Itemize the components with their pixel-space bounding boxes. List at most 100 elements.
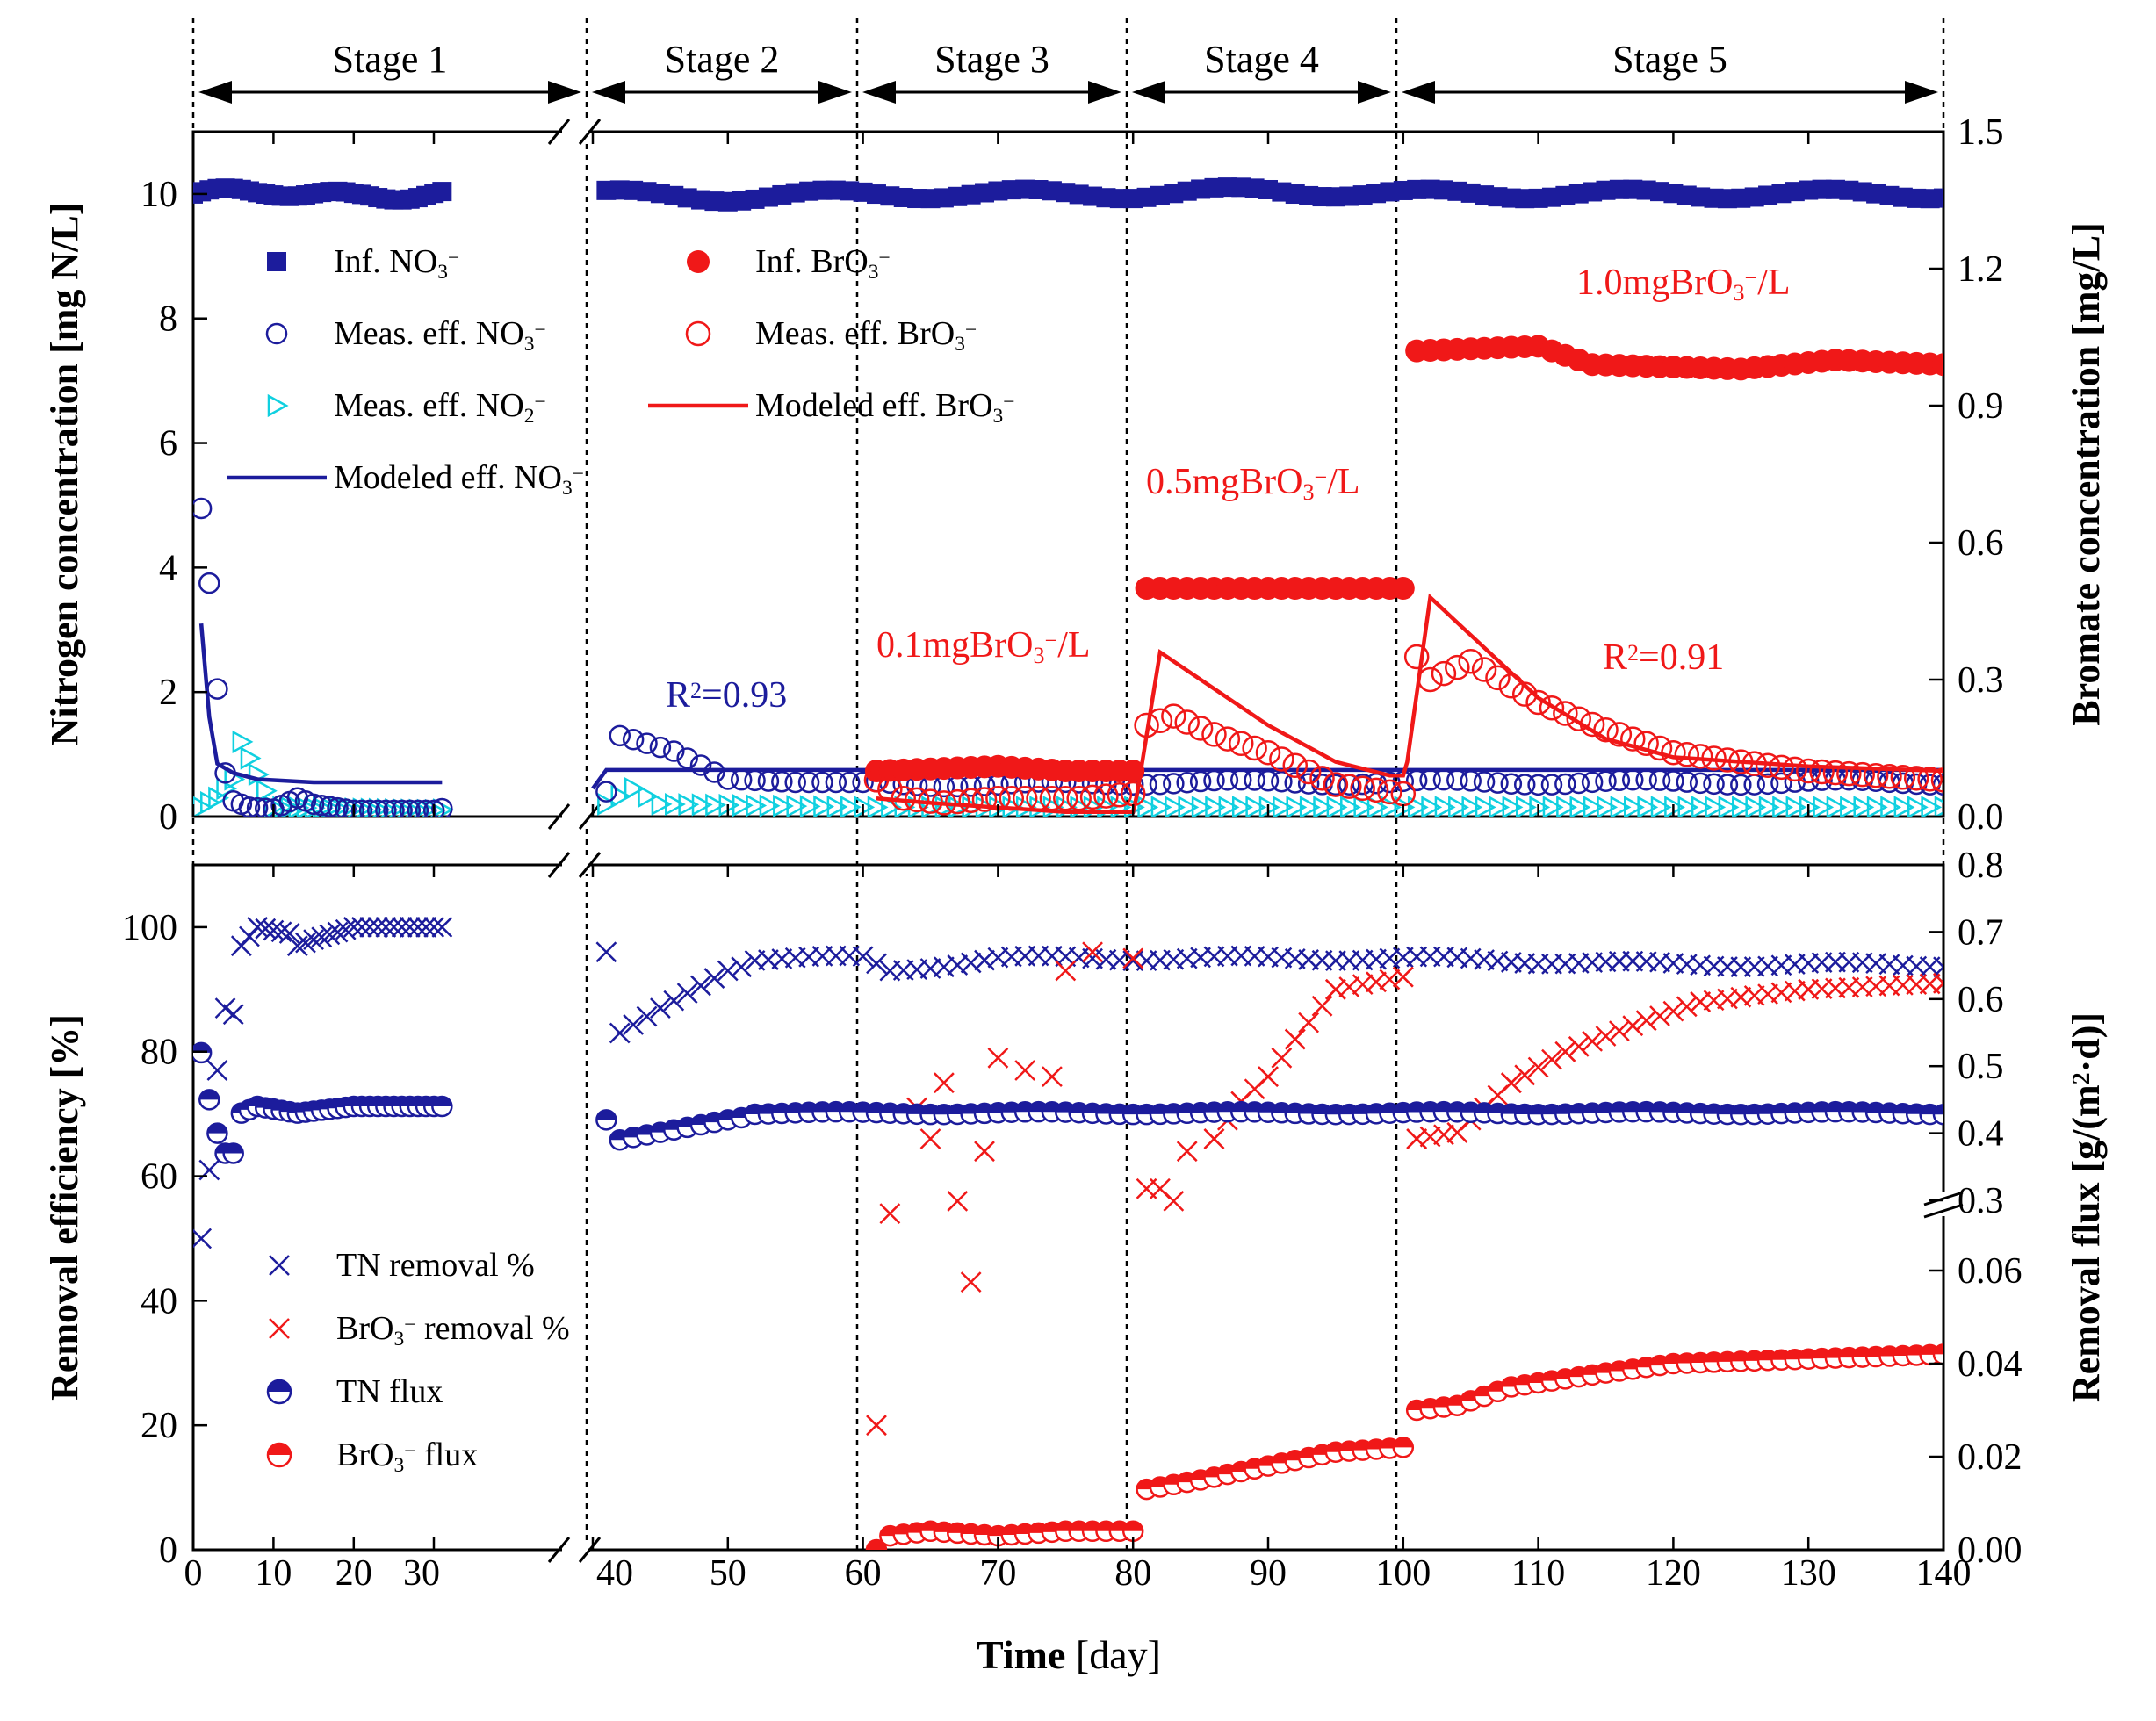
x-tick-label: 60	[845, 1553, 882, 1594]
meas-eff-bro3-point	[1633, 731, 1659, 757]
bottom-left-y-tick-label: 80	[141, 1033, 177, 1073]
meas-eff-bro3-point	[1539, 695, 1565, 721]
meas-eff-no3-point	[246, 796, 269, 817]
meas-eff-no3-point	[838, 771, 861, 794]
bro3-removal-point-stroke2	[1338, 976, 1360, 997]
tn-removal-point-stroke2	[1163, 948, 1185, 970]
top-right-y-tick-label: 0.9	[1958, 386, 2004, 427]
meas-eff-no2-point	[240, 746, 262, 770]
meas-eff-no3-point	[422, 799, 445, 817]
stage-label-1: Stage 1	[333, 38, 448, 81]
meas-eff-no2-point	[232, 730, 254, 754]
meas-eff-bro3-point	[1877, 763, 1902, 789]
meas-eff-no2-point	[1772, 796, 1794, 817]
inf-bro3-point	[1932, 353, 1943, 377]
tn-removal-point-stroke2	[319, 924, 341, 946]
legend-label-bottom-2: BrO3− removal %	[336, 1310, 570, 1350]
axis-break-gap	[562, 1541, 588, 1559]
bro3-removal-point-stroke2	[1392, 966, 1414, 988]
tn-removal-point-stroke2	[193, 1228, 213, 1249]
meas-eff-no2-point	[1866, 796, 1888, 817]
meas-eff-no2-point	[1150, 796, 1172, 817]
meas-eff-no3-point	[622, 729, 645, 751]
meas-eff-no2-point	[1421, 796, 1443, 817]
bro3-removal-point-stroke2	[1082, 941, 1103, 963]
meas-eff-no2-point	[1448, 796, 1469, 817]
meas-eff-bro3-point	[971, 787, 998, 812]
meas-eff-no3-point	[1581, 771, 1604, 794]
bro3-removal-point-stroke2	[1284, 1028, 1306, 1050]
legend-marker-tn-removal-stroke2	[269, 1255, 290, 1276]
stage-label-2: Stage 2	[665, 38, 780, 81]
bottom-left-y-tick-label: 100	[122, 908, 177, 948]
meas-eff-no2-point	[1165, 796, 1186, 817]
meas-eff-bro3-point	[1863, 762, 1889, 788]
tn-flux-point-top-half	[432, 1097, 452, 1107]
bro3-removal-point-stroke2	[1527, 1056, 1549, 1078]
bro3-removal-point-stroke2	[1662, 1000, 1684, 1022]
top-left-y-tick-label: 10	[141, 175, 177, 215]
meas-eff-no3-point	[1568, 772, 1590, 795]
axis-break-slash	[547, 1537, 571, 1563]
tn-removal-point-stroke2	[650, 997, 671, 1019]
tn-removal-point-stroke2	[391, 917, 413, 938]
meas-eff-bro3-point	[1471, 657, 1497, 682]
bro3-removal-point-stroke2	[1757, 983, 1778, 1005]
bro3-removal-point-stroke2	[1311, 995, 1333, 1017]
meas-eff-no3-point	[1176, 771, 1198, 794]
stage-arrow-left-head	[1402, 81, 1435, 104]
annotation-r2-nitrate: R2=0.93	[666, 675, 787, 716]
meas-eff-bro3-point	[1309, 766, 1335, 791]
annotation-r2-bromate: R2=0.91	[1603, 637, 1724, 678]
x-tick-label: 110	[1511, 1553, 1565, 1594]
top-right-y-tick-label: 0.6	[1958, 523, 2004, 564]
tn-removal-point-stroke2	[663, 990, 685, 1012]
meas-eff-no3-point	[649, 736, 672, 759]
meas-eff-no3-point	[358, 799, 381, 817]
x-tick-label: 0	[184, 1553, 203, 1594]
bro3-removal-point-stroke2	[1541, 1048, 1562, 1070]
legend-layer: Inf. NO3− Meas. eff. NO3− Meas. eff. NO2− M…	[227, 243, 1791, 1477]
meas-eff-no2-point	[826, 795, 848, 817]
frames-layer	[191, 119, 1964, 1563]
meas-eff-no2-point	[624, 776, 645, 801]
meas-eff-no3-point	[811, 771, 833, 794]
meas-eff-bro3-point	[1403, 644, 1430, 670]
bro3-removal-point-stroke2	[1500, 1072, 1522, 1094]
x-tick-label: 120	[1646, 1553, 1701, 1594]
meas-eff-bro3-point	[1242, 735, 1267, 761]
bro3-removal-point-stroke2	[987, 1047, 1009, 1069]
meas-eff-no2-point	[759, 794, 781, 817]
meas-eff-no3-point	[415, 799, 437, 817]
bro3-removal-point-stroke2	[1366, 971, 1387, 993]
tn-removal-point-stroke2	[383, 917, 405, 938]
bro3-removal-point-stroke2	[1568, 1035, 1590, 1057]
meas-eff-no2-point	[1650, 796, 1672, 817]
meas-eff-no2-point	[638, 784, 660, 809]
bottom-right-y-tick-label: 0.04	[1958, 1344, 2023, 1385]
meas-eff-no2-point	[665, 792, 686, 817]
tn-removal-point-stroke2	[933, 956, 955, 978]
bottom-left-y-tick-label: 60	[141, 1157, 177, 1198]
tn-removal-point-stroke2	[771, 948, 793, 969]
meas-eff-no2-point	[1853, 796, 1875, 817]
meas-eff-no2-point	[1705, 796, 1727, 817]
legend-label-top-left-4: Modeled eff. NO3−	[334, 459, 584, 500]
meas-eff-bro3-point	[1620, 726, 1646, 752]
bottom-right-y-tick-label: 0.7	[1958, 912, 2004, 953]
meas-eff-no2-point	[1907, 796, 1929, 817]
tn-removal-point-stroke2	[351, 917, 372, 938]
tn-removal-point-stroke2	[784, 947, 806, 969]
legend-label-top-right-1: Inf. BrO3−	[755, 243, 891, 284]
tn-removal-point-stroke2	[278, 923, 300, 944]
axis-break-slash	[578, 803, 602, 830]
bro3-removal-point-stroke2	[1433, 1124, 1454, 1146]
meas-eff-no2-point	[1840, 796, 1861, 817]
tn-removal-point-stroke2	[359, 917, 380, 938]
meas-eff-no3-point	[1554, 773, 1576, 796]
meas-eff-bro3-point	[945, 788, 970, 815]
bro3-removal-point-stroke2	[1622, 1015, 1644, 1037]
bottom-left-y-tick-label: 0	[159, 1530, 177, 1571]
meas-eff-no3-point	[784, 771, 806, 794]
